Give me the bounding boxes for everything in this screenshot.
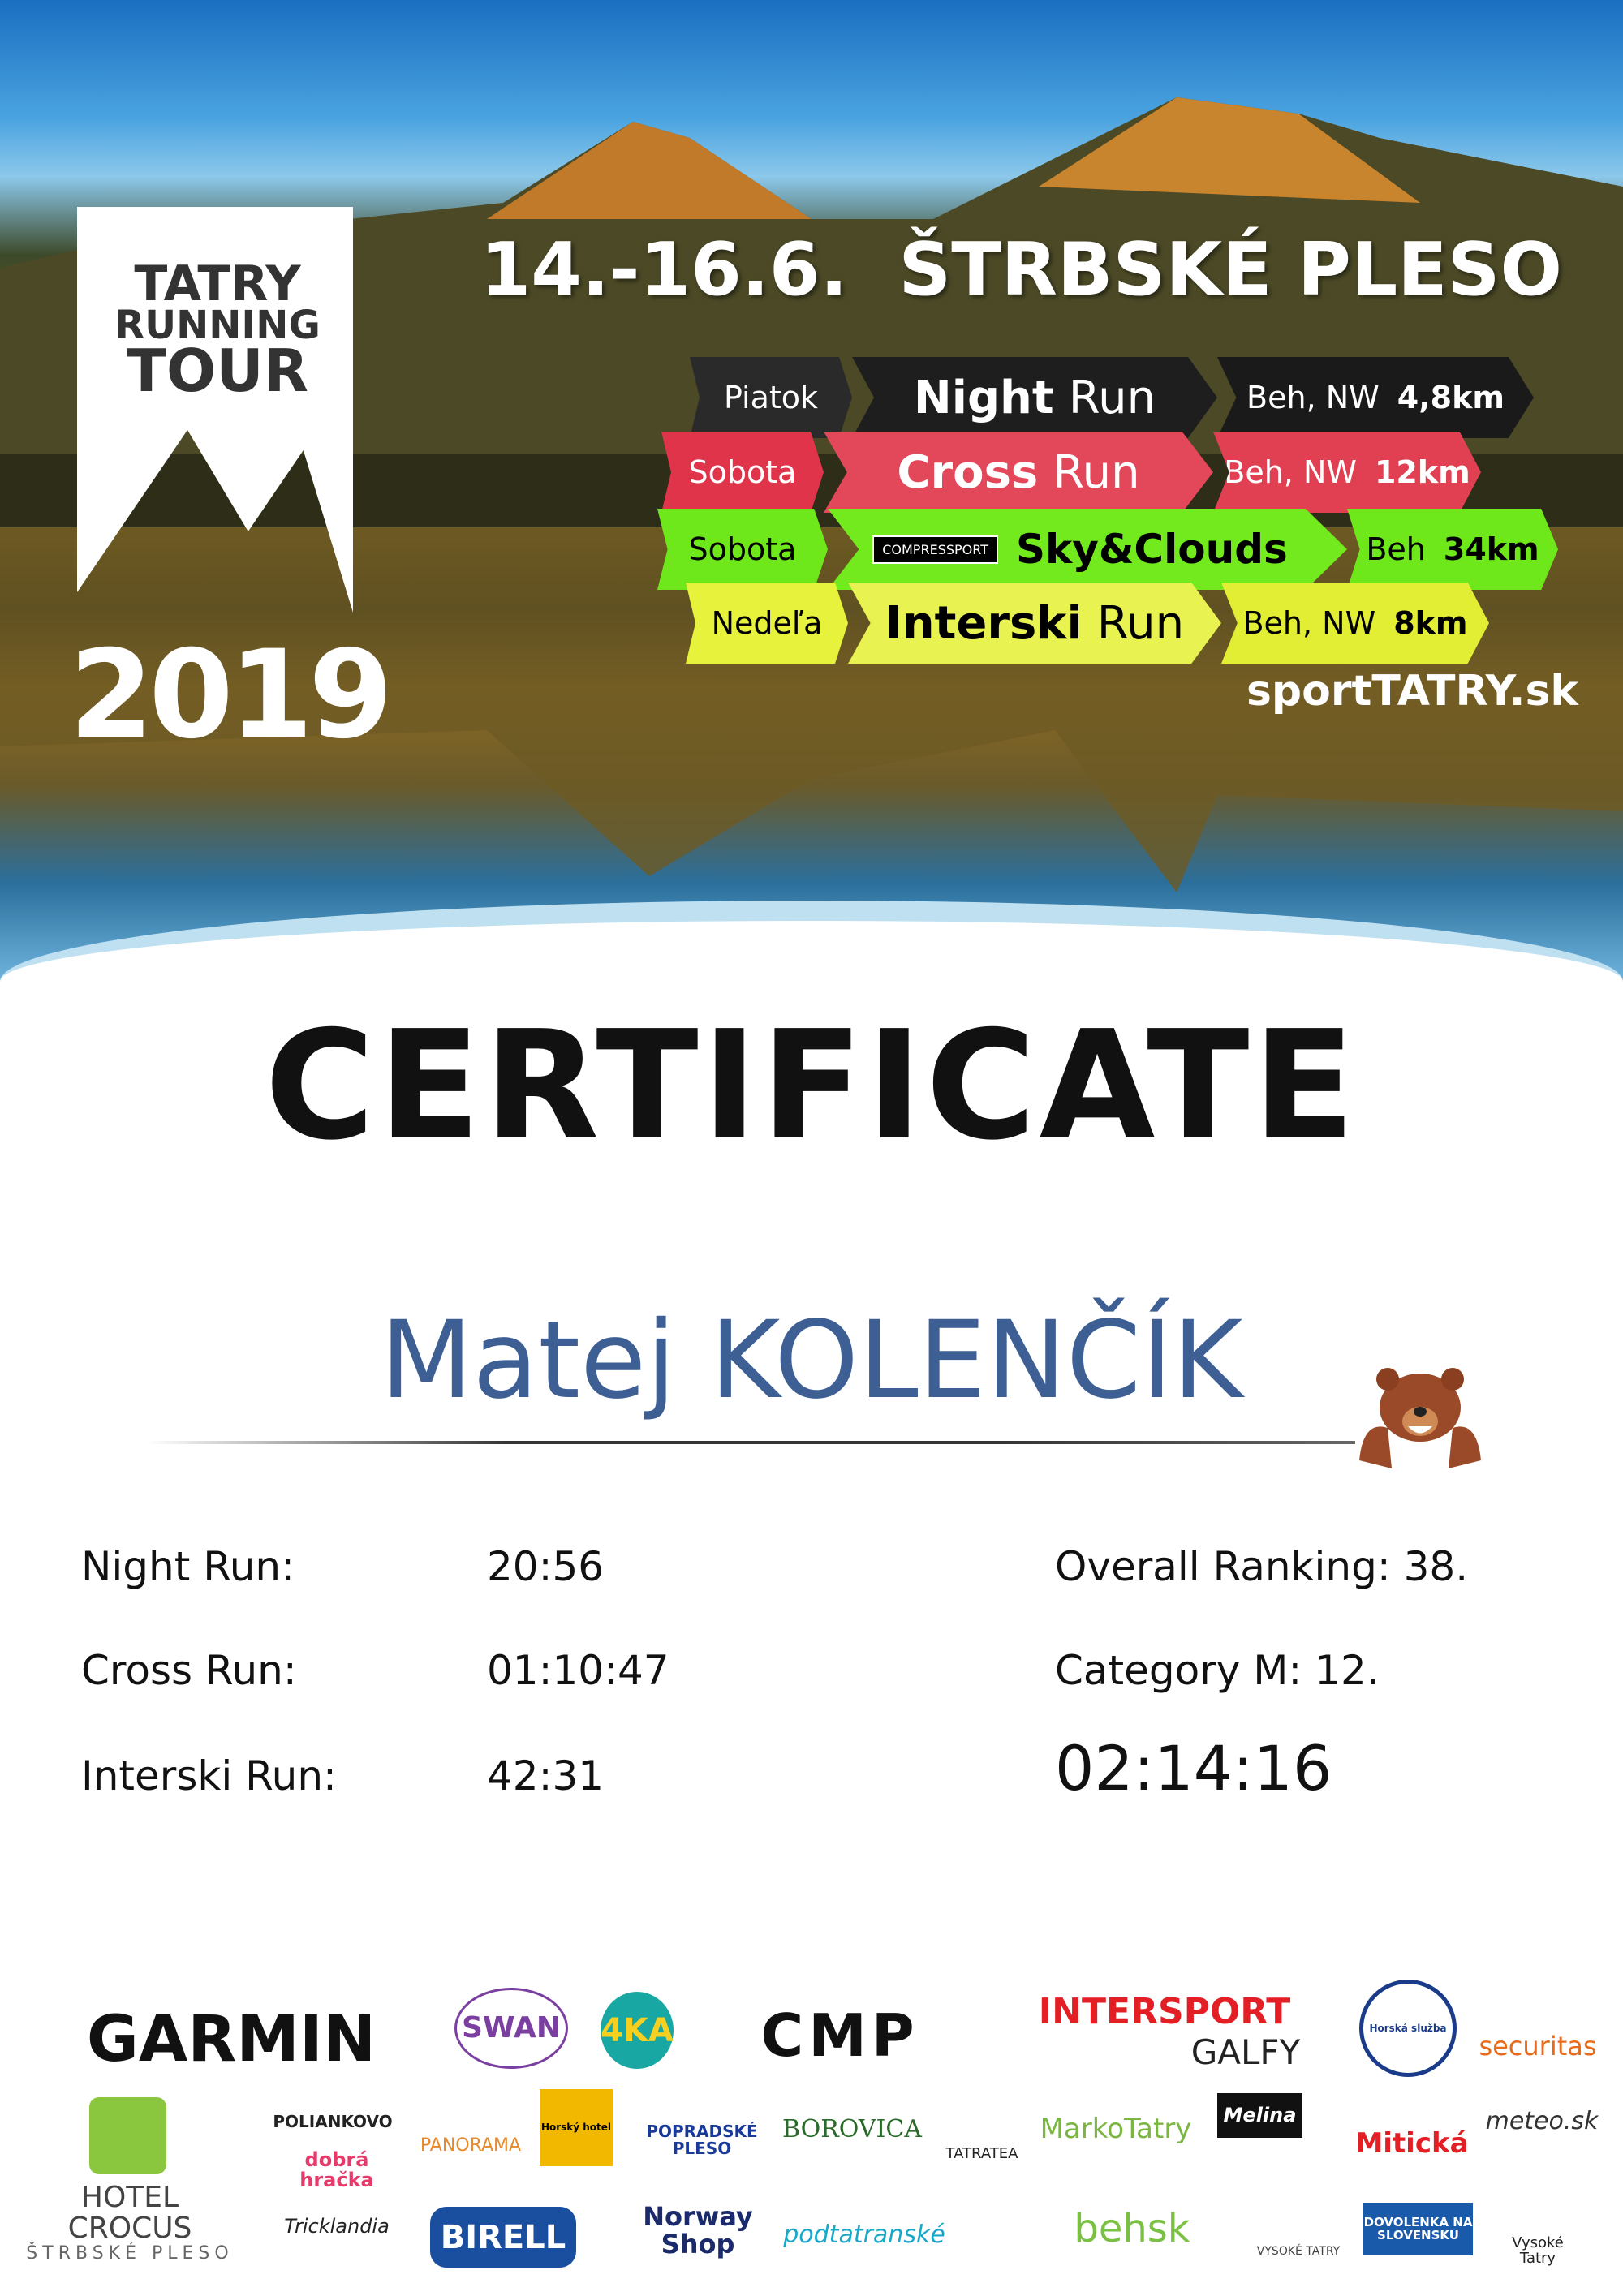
sponsor-norway-shop: Norway Shop bbox=[643, 2201, 753, 2259]
event-day: Sobota bbox=[657, 509, 828, 590]
sponsor-miticka: Mitická bbox=[1355, 2126, 1469, 2160]
event-distance: Beh 34km bbox=[1347, 509, 1558, 590]
result-value: 01:10:47 bbox=[487, 1647, 669, 1694]
result-label: Cross Run: bbox=[81, 1647, 297, 1694]
sponsor-securitas: securitas bbox=[1479, 2030, 1597, 2062]
sponsor-region-vysoke-tatry: Vysoké Tatry bbox=[1512, 2234, 1564, 2267]
sponsor-galfy: GALFY bbox=[1190, 2032, 1301, 2072]
logo-line: RUNNING bbox=[114, 303, 321, 348]
location: ŠTRBSKÉ PLESO bbox=[898, 227, 1562, 312]
event-name: Interski Run bbox=[848, 583, 1221, 664]
event-distance: Beh, NW 4,8km bbox=[1217, 357, 1534, 438]
result-label: Interski Run: bbox=[81, 1752, 337, 1799]
sponsor-popradske-pleso: POPRADSKÉ PLESO bbox=[646, 2121, 758, 2158]
event-distance: Beh, NW 12km bbox=[1213, 432, 1481, 513]
logo-line: TOUR bbox=[126, 337, 309, 405]
event-day: Piatok bbox=[690, 357, 852, 438]
result-value: 42:31 bbox=[487, 1752, 605, 1799]
sponsor-swan: SWAN bbox=[454, 1988, 568, 2069]
overall-ranking: Overall Ranking: 38. bbox=[1055, 1543, 1469, 1590]
sponsor-meteo: meteo.sk bbox=[1485, 2107, 1599, 2136]
sponsor-poliankovo: POLIANKOVO bbox=[273, 2111, 393, 2131]
event-distance: Beh, NW 8km bbox=[1221, 583, 1489, 664]
event-name: Cross Run bbox=[824, 432, 1213, 513]
event-date-location: 14.-16.6. ŠTRBSKÉ PLESO bbox=[480, 227, 1562, 312]
compressport-logo: COMPRESSPORT bbox=[872, 535, 998, 564]
category-ranking: Category M: 12. bbox=[1055, 1647, 1380, 1694]
event-day: Nedeľa bbox=[686, 583, 848, 664]
event-row-interski-run: Nedeľa Interski Run Beh, NW 8km bbox=[686, 583, 1489, 664]
sponsor-intersport: INTERSPORT bbox=[1038, 1990, 1291, 2032]
bear-icon bbox=[1359, 1368, 1481, 1468]
year: 2019 bbox=[69, 625, 393, 766]
certificate-title: CERTIFICATE bbox=[265, 998, 1358, 1173]
sponsor-dobra-hracka: dobrá hračka bbox=[299, 2148, 374, 2191]
logo-line: TATRY bbox=[134, 256, 301, 312]
sponsor-garmin: GARMIN bbox=[86, 2003, 377, 2077]
event-name: COMPRESSPORT Sky&Clouds bbox=[828, 509, 1347, 590]
sponsor-strbske-pleso: ŠTRBSKÉ PLESO bbox=[26, 2242, 234, 2264]
result-label: Night Run: bbox=[81, 1543, 295, 1590]
sponsor-melina: Melina bbox=[1217, 2093, 1302, 2138]
sponsor-crocus-icon bbox=[89, 2097, 166, 2174]
sponsor-markotatry: MarkoTatry bbox=[1040, 2113, 1192, 2146]
sponsor-tricklandia: Tricklandia bbox=[284, 2215, 390, 2238]
sponsor-dovolenka: DOVOLENKA NA SLOVENSKU bbox=[1363, 2203, 1473, 2255]
event-name: Night Run bbox=[852, 357, 1217, 438]
date: 14.-16.6. bbox=[480, 227, 848, 312]
total-time: 02:14:16 bbox=[1055, 1732, 1332, 1804]
sponsor-hotel-crocus: HOTEL CROCUS bbox=[67, 2180, 192, 2245]
sponsor-horska-sluzba: Horská služba bbox=[1359, 1980, 1457, 2077]
sponsor-4ka: 4KA bbox=[601, 1992, 674, 2069]
website: sportTATRY.sk bbox=[1246, 667, 1578, 716]
sponsor-horsky-hotel: Horský hotel bbox=[540, 2089, 613, 2166]
sponsor-borovica: BOROVICA bbox=[782, 2115, 922, 2144]
result-value: 20:56 bbox=[487, 1543, 605, 1590]
sponsor-cmp: CMP bbox=[760, 2001, 919, 2070]
sponsor-behsk: behsk bbox=[1074, 2206, 1190, 2252]
sponsor-tatratea: TATRATEA bbox=[945, 2144, 1018, 2162]
participant-name: Matej KOLENČÍK bbox=[380, 1298, 1243, 1423]
event-row-night-run: Piatok Night Run Beh, NW 4,8km bbox=[690, 357, 1534, 438]
event-row-sky-clouds: Sobota COMPRESSPORT Sky&Clouds Beh 34km bbox=[657, 509, 1558, 590]
event-row-cross-run: Sobota Cross Run Beh, NW 12km bbox=[661, 432, 1481, 513]
event-day: Sobota bbox=[661, 432, 824, 513]
sponsor-birell: BIRELL bbox=[430, 2207, 576, 2268]
sponsor-podtatranske: podtatranské bbox=[783, 2221, 945, 2250]
divider bbox=[146, 1441, 1355, 1444]
sponsor-panorama: PANORAMA bbox=[420, 2135, 522, 2156]
sponsor-vysoke-tatry-ob: VYSOKÉ TATRY bbox=[1256, 2244, 1341, 2258]
